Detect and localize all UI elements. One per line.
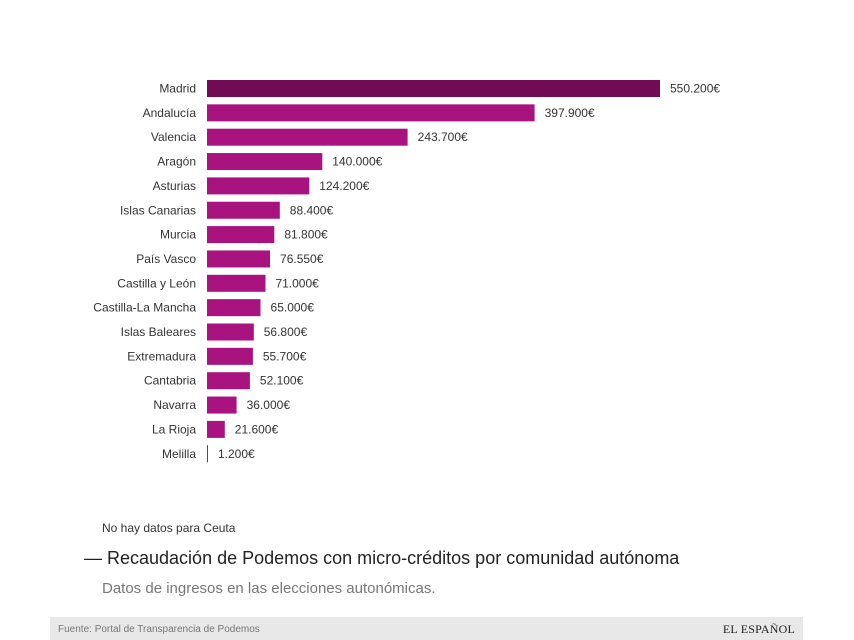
bar-pais-vasco <box>207 250 270 268</box>
category-label-murcia: Murcia <box>160 228 196 242</box>
value-label-asturias: 124.200€ <box>319 179 369 193</box>
bar-aragon <box>207 153 323 171</box>
value-label-castilla-la-mancha: 65.000€ <box>271 301 315 315</box>
value-label-pais-vasco: 76.550€ <box>280 252 324 266</box>
bar-melilla <box>207 445 208 463</box>
bar-murcia <box>207 226 275 244</box>
bar-cantabria <box>207 372 250 390</box>
missing-data-note: No hay datos para Ceuta <box>102 521 236 535</box>
footer-bar: Fuente: Portal de Transparencia de Podem… <box>50 617 803 640</box>
bar-castilla-y-leon <box>207 274 266 292</box>
bar-chart: Madrid 550.200€ Andalucía 397.900€ Valencia 2… <box>93 80 720 463</box>
category-label-islas-baleares: Islas Baleares <box>121 325 196 339</box>
value-label-navarra: 36.000€ <box>247 398 291 412</box>
value-label-andalucia: 397.900€ <box>545 106 595 120</box>
value-label-cantabria: 52.100€ <box>260 374 304 388</box>
category-label-castilla-la-mancha: Castilla-La Mancha <box>93 301 196 315</box>
chart-subtitle: Datos de ingresos en las elecciones auto… <box>102 580 436 597</box>
value-label-extremadura: 55.700€ <box>263 349 307 363</box>
category-label-aragon: Aragón <box>157 155 196 169</box>
value-label-islas-baleares: 56.800€ <box>264 325 308 339</box>
bar-andalucia <box>207 104 535 122</box>
category-label-la-rioja: La Rioja <box>152 422 196 436</box>
value-label-melilla: 1.200€ <box>218 447 255 461</box>
category-label-valencia: Valencia <box>151 130 196 144</box>
value-label-murcia: 81.800€ <box>284 228 328 242</box>
bar-castilla-la-mancha <box>207 299 261 317</box>
bar-madrid <box>207 80 660 97</box>
value-label-valencia: 243.700€ <box>418 130 468 144</box>
brand-logo: EL ESPAÑOL <box>722 622 795 636</box>
category-label-madrid: Madrid <box>159 82 196 96</box>
value-label-aragon: 140.000€ <box>332 155 382 169</box>
category-label-extremadura: Extremadura <box>127 349 196 363</box>
category-label-asturias: Asturias <box>153 179 196 193</box>
bar-extremadura <box>207 347 253 365</box>
category-label-castilla-y-leon: Castilla y León <box>117 276 196 290</box>
bar-navarra <box>207 396 237 414</box>
bar-valencia <box>207 128 408 146</box>
category-label-melilla: Melilla <box>162 447 196 461</box>
source-text: Fuente: Portal de Transparencia de Podem… <box>58 624 260 635</box>
value-label-la-rioja: 21.600€ <box>235 422 279 436</box>
category-label-islas-canarias: Islas Canarias <box>120 203 196 217</box>
bar-la-rioja <box>207 420 225 438</box>
value-label-madrid: 550.200€ <box>670 82 720 96</box>
category-label-navarra: Navarra <box>153 398 196 412</box>
bar-asturias <box>207 177 310 195</box>
category-label-pais-vasco: País Vasco <box>136 252 196 266</box>
value-label-castilla-y-leon: 71.000€ <box>275 276 319 290</box>
value-label-islas-canarias: 88.400€ <box>290 203 334 217</box>
category-label-andalucia: Andalucía <box>143 106 197 120</box>
bar-islas-canarias <box>207 201 280 219</box>
bar-islas-baleares <box>207 323 254 341</box>
category-label-cantabria: Cantabria <box>144 374 196 388</box>
chart-title: — Recaudación de Podemos con micro-crédi… <box>84 548 680 568</box>
